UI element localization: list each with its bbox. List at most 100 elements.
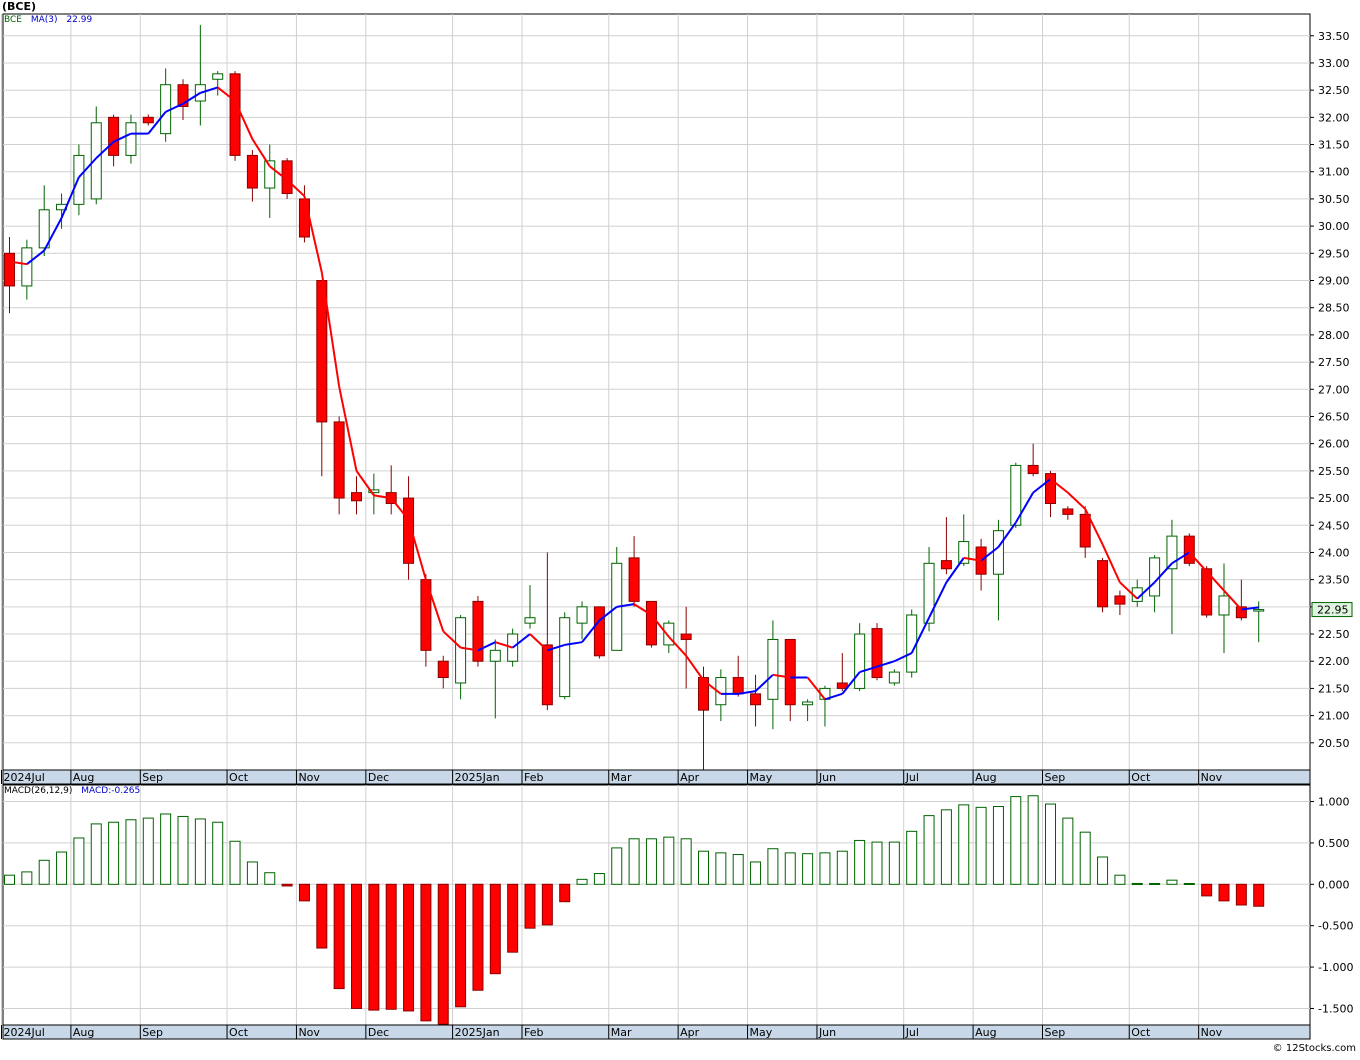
credit-text: © 12Stocks.com [1272, 1043, 1356, 1054]
macd-xaxis-label: 2025Jan [455, 1026, 500, 1039]
ma3-segment [738, 690, 756, 695]
ma3-segment [945, 557, 965, 583]
macd-bar [420, 883, 432, 1022]
legend-macd-label: MACD(26,12,9) [4, 786, 73, 796]
ma3-segment [1014, 492, 1035, 524]
candle-body [559, 617, 571, 698]
ma3-segment [1101, 543, 1121, 583]
macd-bar [593, 873, 605, 885]
candle-body [663, 622, 675, 646]
candle-body [437, 660, 449, 679]
candle-body [750, 693, 762, 706]
price-tick-label: 31.50 [1318, 139, 1350, 152]
ma3-segment [859, 665, 878, 674]
macd-bar [871, 841, 883, 885]
macd-bar [351, 883, 362, 1009]
candle-body [73, 154, 85, 205]
candle-body [836, 682, 848, 689]
macd-tick-label: 1.000 [1318, 796, 1350, 809]
ma3-segment [200, 86, 218, 94]
macd-xaxis-label: Feb [524, 1026, 543, 1039]
macd-bar [1183, 882, 1195, 885]
candle-body [593, 606, 605, 657]
candle-body [246, 154, 258, 189]
ma3-segment [460, 646, 479, 652]
macd-bar [559, 883, 571, 903]
ma3-segment [1241, 606, 1259, 611]
ma3-segment [1067, 491, 1086, 510]
candle-body [455, 617, 467, 684]
macd-xaxis-label: Aug [975, 1026, 996, 1039]
ma3-segment [806, 676, 826, 700]
price-tick-label: 27.00 [1318, 383, 1350, 396]
chart-title: (BCE) [2, 0, 37, 13]
ma3-segment [616, 603, 635, 608]
ma3-segment [26, 249, 45, 265]
price-xaxis-strip [2, 769, 1311, 785]
candle-body [680, 633, 692, 640]
price-xaxis-label: Mar [611, 771, 632, 784]
ma3-segment [980, 546, 1000, 562]
ma3-segment [217, 86, 236, 102]
price-xaxis-label: Jun [818, 771, 836, 784]
ma3-segment [876, 660, 895, 668]
ma3-segment [78, 157, 97, 178]
macd-bar [1235, 883, 1247, 906]
ma3-segment [477, 641, 496, 652]
macd-bar [1027, 795, 1039, 885]
candle-body [576, 606, 588, 624]
candle-body [645, 600, 657, 646]
macd-xaxis-label: 2024Jul [4, 1026, 45, 1039]
candle-body [351, 492, 362, 502]
price-tick-label: 22.00 [1318, 655, 1350, 668]
candle-body [229, 73, 241, 156]
ma3-segment [424, 579, 445, 632]
macd-bar [628, 838, 640, 885]
candle-body [628, 557, 640, 602]
candle-body [854, 633, 866, 689]
macd-xaxis-label: Apr [680, 1026, 700, 1039]
macd-bar [541, 883, 553, 926]
price-tick-label: 29.00 [1318, 275, 1350, 288]
macd-xaxis-label: Oct [229, 1026, 249, 1039]
ma3-segment [1049, 478, 1069, 494]
candle-body [541, 644, 553, 706]
ma3-segment [512, 633, 531, 649]
candle-body [923, 562, 935, 624]
ma3-segment [1032, 478, 1052, 494]
ma3-segment [754, 674, 774, 692]
macd-tick-label: -0.500 [1318, 920, 1353, 933]
macd-bar [1201, 883, 1213, 897]
ma3-segment [963, 556, 982, 562]
candle-body [1045, 473, 1056, 504]
macd-xaxis-label: Nov [1201, 1026, 1223, 1039]
candle-body [212, 73, 224, 80]
ma3-segment [1171, 551, 1190, 565]
ma3-segment [373, 494, 392, 500]
candle-body [403, 497, 415, 564]
price-xaxis-label: May [750, 771, 773, 784]
candle-body [1097, 560, 1109, 608]
macd-bar [802, 853, 814, 885]
macd-bar [1062, 817, 1074, 885]
macd-legend: MACD(26,12,9) MACD:-0.265 [4, 786, 146, 797]
candle-body [90, 122, 102, 200]
macd-tick-label: 0.000 [1318, 878, 1350, 891]
macd-bar [194, 818, 206, 885]
ma3-segment [547, 643, 565, 652]
legend-macd-value: MACD:-0.265 [81, 786, 141, 796]
price-panel [2, 13, 1311, 771]
candle-body [524, 617, 536, 624]
candle-body [368, 489, 380, 494]
ma3-segment [841, 671, 861, 695]
macd-bar [698, 850, 709, 885]
macd-xaxis-label: Sep [1045, 1026, 1066, 1039]
candle-body [958, 541, 970, 564]
macd-bar [645, 838, 657, 885]
macd-bar [1166, 879, 1178, 885]
ma3-segment [303, 195, 323, 273]
price-xaxis-label: Oct [229, 771, 249, 784]
macd-bar [1114, 874, 1126, 885]
macd-bar [108, 821, 120, 885]
